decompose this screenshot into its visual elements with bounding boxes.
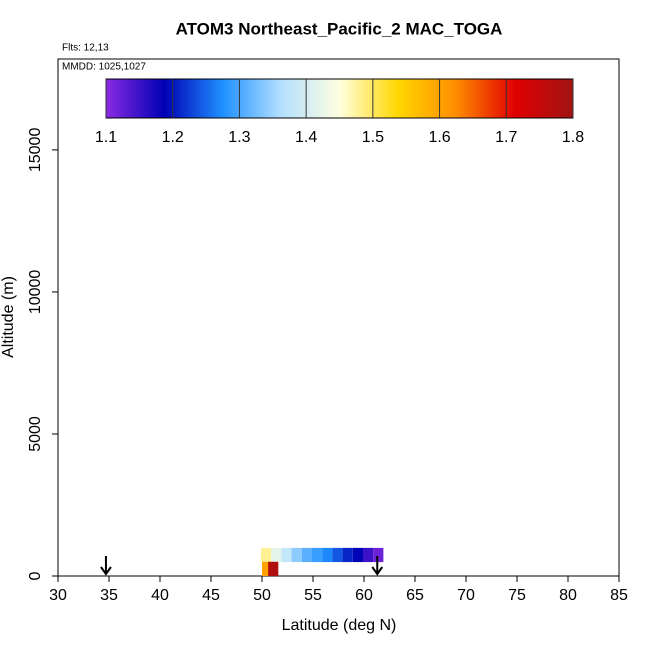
colorbar-tick-label: 1.8 [562,129,584,146]
x-tick-label: 55 [304,587,322,604]
dates-label: MMDD: 1025,1027 [62,62,146,73]
data-cell [352,547,363,563]
y-tick-label: 5000 [27,416,44,452]
x-tick-label: 65 [406,587,424,604]
x-tick-label: 85 [610,587,628,604]
data-cell [260,547,272,563]
x-tick-label: 70 [457,587,475,604]
y-axis-label: Altitude (m) [0,276,17,358]
data-cell [271,547,282,563]
colorbar [105,78,574,119]
y-tick-label: 0 [27,571,44,580]
x-tick-label: 60 [355,587,373,604]
data-cell [311,547,323,563]
x-tick-label: 35 [100,587,118,604]
colorbar-tick-label: 1.3 [228,129,250,146]
flights-label: Flts: 12,13 [62,43,109,54]
data-cell [262,561,273,576]
data-cell [332,547,343,563]
data-cell [301,547,312,563]
data-cell [373,547,384,563]
colorbar-tick-label: 1.4 [295,129,317,146]
colorbar-tick-label: 1.6 [428,129,450,146]
data-cell [342,547,353,563]
colorbar-tick-label: 1.5 [362,129,384,146]
chart-title: ATOM3 Northeast_Pacific_2 MAC_TOGA [176,19,503,38]
x-tick-label: 40 [151,587,169,604]
data-cell [291,547,302,563]
x-tick-label: 80 [559,587,577,604]
location-arrow [371,556,384,576]
location-arrow [100,556,112,576]
data-cell [268,561,279,576]
x-tick-label: 30 [49,587,67,604]
colorbar-tick-label: 1.7 [495,129,517,146]
data-cell [362,547,374,563]
y-tick-label: 15000 [27,128,44,173]
plot-frame [57,58,620,577]
colorbar-tick-label: 1.2 [162,129,184,146]
data-cell [281,547,292,563]
y-tick-label: 10000 [27,270,44,315]
data-cell [322,547,333,563]
x-tick-label: 75 [508,587,526,604]
x-tick-label: 45 [202,587,220,604]
x-axis-label: Latitude (deg N) [282,617,397,634]
colorbar-tick-label: 1.1 [95,129,117,146]
x-tick-label: 50 [253,587,271,604]
